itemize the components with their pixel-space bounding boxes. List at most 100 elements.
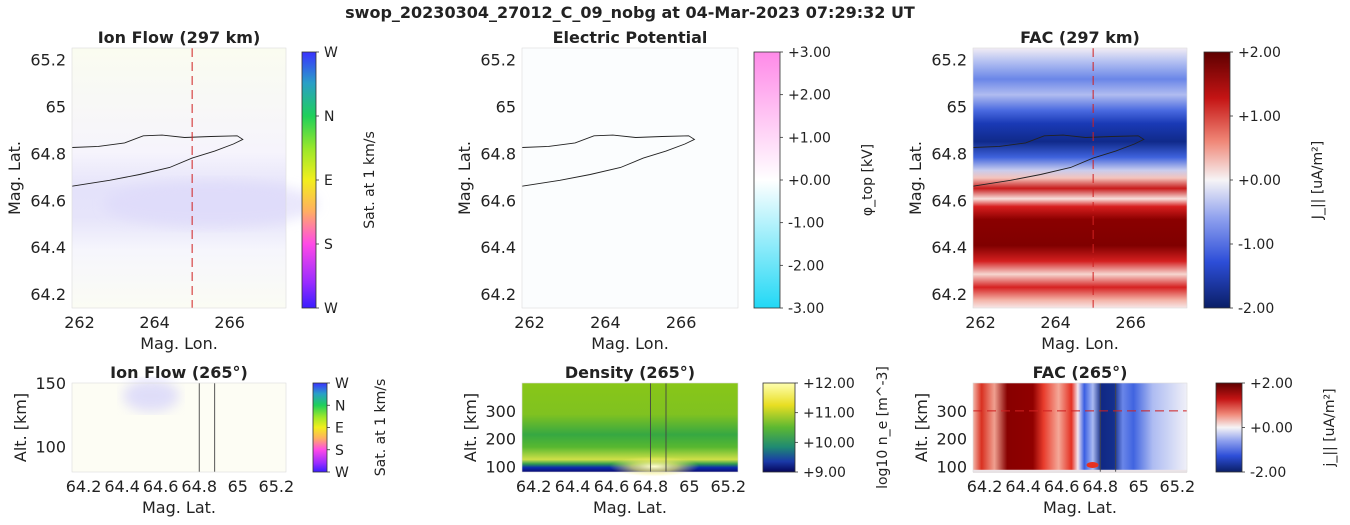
region-contour (521, 134, 696, 187)
colorbar-tick-label: +9.00 (803, 465, 846, 481)
panel-ionflow_bot: Ion Flow (265°) 64.2 64.4 64.6 64.8 65 65.2 100… (11, 363, 389, 517)
x-tick-label: 65.2 (259, 477, 295, 496)
x-tick-label: 64.4 (555, 477, 591, 496)
region-contour (71, 134, 244, 187)
colorbar-tick-label: E (324, 173, 333, 189)
x-tick-label: 64.4 (104, 477, 140, 496)
axes-frame (521, 47, 739, 309)
y-tick-label: 150 (35, 374, 66, 393)
axes-frame (521, 382, 739, 473)
x-tick-label: 65.2 (1160, 477, 1196, 496)
colorbar-tick-label: +0.00 (1250, 421, 1293, 437)
y-tick-label: 300 (485, 402, 516, 421)
colorbar (753, 51, 781, 309)
colorbar-tick-label: +10.00 (803, 435, 855, 451)
x-axis-label: Mag. Lon. (140, 334, 218, 353)
panel-title: FAC (297 km) (1020, 28, 1140, 47)
panel-title: Density (265°) (565, 363, 695, 382)
x-axis-label: Mag. Lat. (593, 498, 667, 517)
colorbar (312, 382, 328, 473)
y-tick-label: 300 (936, 402, 967, 421)
x-tick-label: 264 (1040, 313, 1071, 332)
y-tick-label: 64.8 (30, 144, 66, 163)
x-axis-label: Mag. Lon. (1041, 334, 1119, 353)
x-tick-label: 264 (139, 313, 170, 332)
x-tick-label: 262 (514, 313, 545, 332)
colorbar-tick-label: W (335, 465, 349, 481)
y-tick-label: 64.2 (480, 285, 516, 304)
y-tick-label: 64.8 (931, 144, 967, 163)
colorbar-tick-label: S (324, 237, 333, 253)
colorbar-tick-label: S (335, 443, 344, 459)
x-tick-label: 266 (666, 313, 697, 332)
panel-ionflow_top: Ion Flow (297 km) 262 264 266 64.2 64.4 64.6 64… (5, 28, 378, 353)
figure-title: swop_20230304_27012_C_09_nobg at 04-Mar-… (345, 3, 915, 22)
y-tick-label: 65.2 (30, 51, 66, 70)
x-tick-label: 266 (214, 313, 245, 332)
x-tick-label: 64.2 (66, 477, 102, 496)
x-axis-label: Mag. Lon. (591, 334, 669, 353)
y-tick-label: 100 (35, 438, 66, 457)
colorbar-tick-label: +3.00 (788, 45, 831, 61)
y-tick-label: 200 (485, 430, 516, 449)
x-axis-label: Mag. Lat. (1043, 498, 1117, 517)
y-tick-label: 65 (46, 98, 66, 117)
panel-title: Ion Flow (265°) (110, 363, 248, 382)
panel-density_bot: Density (265°) 64.2 64.4 64.6 64.8 65 65.2 100 2… (461, 363, 891, 517)
region-contour (972, 134, 1145, 187)
colorbar-tick-label: +2.00 (1238, 45, 1281, 61)
colorbar-tick-label: -2.00 (1238, 301, 1274, 317)
colorbar-label: J_|| [uA/m²] (1310, 141, 1326, 220)
x-tick-label: 64.6 (1044, 477, 1080, 496)
flow-patch (123, 379, 180, 412)
x-tick-label: 64.2 (516, 477, 552, 496)
colorbar-label: Sat. at 1 km/s (373, 379, 389, 477)
panel-title: Electric Potential (553, 28, 708, 47)
colorbar-tick-label: W (335, 376, 349, 392)
colorbar-tick-label: -1.00 (1238, 237, 1274, 253)
x-tick-label: 64.2 (967, 477, 1003, 496)
heatmap-field (72, 48, 286, 308)
heatmap-field (522, 383, 738, 472)
y-tick-label: 64.4 (480, 238, 516, 257)
fac-spot (1086, 462, 1099, 469)
colorbar-tick-label: -1.00 (788, 216, 824, 232)
colorbar-label: Sat. at 1 km/s (362, 131, 378, 229)
colorbar (301, 51, 317, 309)
x-tick-label: 64.4 (1005, 477, 1041, 496)
y-axis-label: Alt. [km] (912, 393, 931, 462)
x-tick-label: 262 (965, 313, 996, 332)
x-tick-label: 65 (228, 477, 248, 496)
x-axis-label: Mag. Lat. (142, 498, 216, 517)
x-tick-label: 64.6 (594, 477, 630, 496)
axes-frame (972, 382, 1188, 473)
colorbar-tick-label: +2.00 (788, 88, 831, 104)
y-tick-label: 64.6 (931, 191, 967, 210)
colorbar-tick-label: +0.00 (1238, 173, 1281, 189)
y-tick-label: 64.2 (931, 285, 967, 304)
fac-base (973, 469, 1187, 473)
y-axis-label: Alt. [km] (461, 393, 480, 462)
y-tick-label: 64.6 (480, 191, 516, 210)
y-tick-label: 100 (936, 457, 967, 476)
colorbar-tick-label: E (335, 421, 344, 437)
colorbar-tick-label: -2.00 (1250, 465, 1286, 481)
panel-potential_top: Electric Potential 262 264 266 64.2 64.4 64.6 6… (455, 28, 876, 353)
y-tick-label: 64.4 (931, 238, 967, 257)
heatmap-field (522, 48, 738, 308)
colorbar-tick-label: N (324, 109, 334, 125)
x-tick-label: 65.2 (710, 477, 746, 496)
y-axis-label: Mag. Lat. (455, 141, 474, 215)
colorbar-tick-label: W (324, 301, 338, 317)
colorbar-tick-label: +12.00 (803, 376, 855, 392)
colorbar-label: j_|| [uA/m²] (1322, 388, 1338, 467)
colorbar-tick-label: +2.00 (1250, 376, 1293, 392)
panel-title: Ion Flow (297 km) (98, 28, 261, 47)
x-tick-label: 64.8 (181, 477, 217, 496)
y-tick-label: 100 (485, 457, 516, 476)
y-axis-label: Alt. [km] (11, 393, 30, 462)
colorbar-tick-label: +1.00 (1238, 109, 1281, 125)
y-tick-label: 65 (947, 98, 967, 117)
axes-frame (972, 47, 1188, 309)
